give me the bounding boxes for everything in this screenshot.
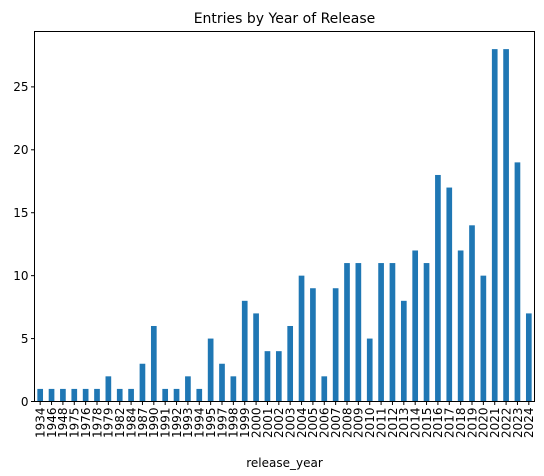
x-tick-label: 1976 <box>79 408 93 439</box>
x-tick-label: 2007 <box>329 408 343 439</box>
x-tick-label: 2008 <box>340 408 354 439</box>
bar-1993 <box>185 376 191 402</box>
x-tick-label: 2019 <box>465 408 479 439</box>
x-tick-label: 2013 <box>397 408 411 439</box>
bar-1946 <box>48 388 55 402</box>
x-tick-label: 1998 <box>227 408 241 439</box>
bar-2020 <box>480 275 487 402</box>
bar-2018 <box>457 250 464 402</box>
y-tick-label: 25 <box>13 80 28 94</box>
x-tick-label: 1975 <box>68 408 82 439</box>
bar-2015 <box>423 263 430 402</box>
x-tick-label: 2010 <box>363 408 377 439</box>
x-tick-label: 2011 <box>374 408 388 439</box>
x-tick-label: 2018 <box>454 408 468 439</box>
x-tick-label: 2006 <box>318 408 332 439</box>
x-tick-label: 1992 <box>170 408 184 439</box>
x-tick-label: 2012 <box>386 408 400 439</box>
x-tick-label: 2014 <box>408 408 422 439</box>
bar-1995 <box>207 338 214 402</box>
x-tick-label: 1994 <box>193 408 207 439</box>
x-tick-label: 2005 <box>306 408 320 439</box>
bar-2012 <box>389 263 396 402</box>
y-tick-label: 15 <box>13 206 28 220</box>
y-tick-label: 20 <box>13 143 28 157</box>
bar-1984 <box>128 388 134 402</box>
x-tick-label: 2004 <box>295 408 309 439</box>
bar-2002 <box>275 351 282 402</box>
x-tick-label: 2001 <box>261 408 275 439</box>
x-tick-label: 2015 <box>420 408 434 439</box>
bar-2004 <box>298 275 305 402</box>
bar-1975 <box>71 388 78 402</box>
x-tick-label: 1991 <box>158 408 172 439</box>
bar-2014 <box>412 250 419 402</box>
x-axis-label: release_year <box>246 456 323 470</box>
bar-2011 <box>378 263 384 402</box>
bar-1992 <box>173 388 180 402</box>
x-tick-label: 2022 <box>499 407 513 438</box>
bar-2013 <box>400 300 407 402</box>
bar-1982 <box>116 388 123 402</box>
y-tick-label: 10 <box>13 269 28 283</box>
bar-2007 <box>332 288 339 402</box>
bar-2008 <box>344 263 350 402</box>
x-tick-label: 1990 <box>147 408 161 439</box>
x-tick-label: 2023 <box>511 408 525 439</box>
x-tick-label: 1982 <box>113 408 127 439</box>
x-tick-label: 1948 <box>56 408 70 439</box>
x-tick-label: 2016 <box>431 408 445 439</box>
x-tick-label: 1978 <box>90 408 104 439</box>
x-tick-label: 2017 <box>443 408 457 439</box>
x-tick-label: 2020 <box>477 408 491 439</box>
x-tick-label: 2021 <box>488 408 502 439</box>
bar-1987 <box>139 363 146 402</box>
bar-1991 <box>162 388 169 402</box>
bar-1998 <box>230 376 237 402</box>
x-tick-label: 2024 <box>522 408 536 439</box>
bar-2021 <box>491 49 498 402</box>
bar-1999 <box>241 300 248 402</box>
bar-2001 <box>264 351 271 402</box>
bar-1979 <box>105 376 112 402</box>
bar-2017 <box>446 187 453 402</box>
bar-2009 <box>355 263 362 402</box>
x-tick-label: 1984 <box>124 408 138 439</box>
bar-2024 <box>525 313 532 402</box>
bar-2010 <box>366 338 373 402</box>
bar-2016 <box>435 174 441 402</box>
bar-1997 <box>219 363 225 402</box>
bar-2022 <box>503 49 509 402</box>
bar-2006 <box>321 376 328 402</box>
bar-1994 <box>196 388 203 402</box>
x-tick-label: 1934 <box>33 408 47 439</box>
x-tick-label: 2002 <box>272 408 286 439</box>
bar-1948 <box>60 388 66 402</box>
x-tick-label: 2003 <box>283 408 297 439</box>
x-tick-label: 1997 <box>215 408 229 439</box>
bar-2000 <box>253 313 259 402</box>
x-tick-label: 1999 <box>238 408 252 439</box>
bar-1990 <box>150 325 157 402</box>
bar-1976 <box>82 388 89 402</box>
y-tick-label: 5 <box>21 332 29 346</box>
x-tick-label: 2000 <box>249 408 263 439</box>
plot-frame <box>34 31 535 402</box>
y-tick-label: 0 <box>21 395 29 409</box>
bar-2003 <box>287 325 294 402</box>
bar-2023 <box>514 162 521 402</box>
bar-1978 <box>94 388 100 402</box>
bar-2005 <box>310 288 316 402</box>
chart-title: Entries by Year of Release <box>194 11 376 27</box>
x-tick-label: 2009 <box>352 408 366 439</box>
x-tick-label: 1946 <box>45 408 59 439</box>
x-tick-label: 1979 <box>102 408 116 439</box>
bar-1934 <box>37 388 44 402</box>
x-tick-label: 1995 <box>204 408 218 439</box>
x-tick-label: 1993 <box>181 408 195 439</box>
x-tick-label: 1987 <box>136 408 150 439</box>
bar-2019 <box>469 225 475 402</box>
